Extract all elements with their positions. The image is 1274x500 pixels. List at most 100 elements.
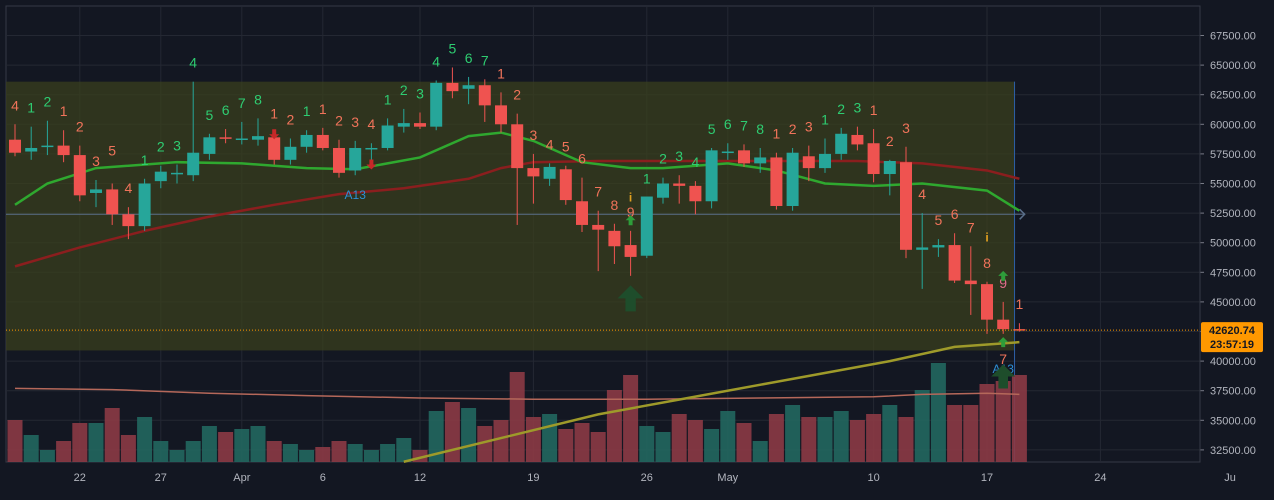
- candle: [592, 210, 605, 272]
- price-tick-label: 35000.00: [1210, 415, 1256, 427]
- candle-body: [235, 138, 248, 141]
- candle-body: [851, 134, 864, 145]
- volume-bar: [218, 432, 234, 462]
- candle: [73, 145, 86, 202]
- candle: [90, 179, 102, 208]
- volume-bar: [104, 408, 120, 462]
- candle: [835, 127, 848, 160]
- volume-bar: [380, 444, 396, 462]
- sequence-number: 9: [627, 204, 635, 220]
- candle: [640, 196, 653, 259]
- candle-body: [657, 183, 669, 198]
- sequence-number: 1: [1016, 296, 1024, 312]
- candle: [770, 152, 783, 210]
- candle-body: [300, 134, 313, 147]
- sequence-number: 1: [821, 112, 829, 128]
- volume-bar: [234, 429, 250, 462]
- candle-body: [802, 156, 815, 169]
- candle: [721, 143, 734, 160]
- candle-body: [122, 214, 135, 227]
- candle: [235, 121, 248, 145]
- volume-bar: [493, 420, 509, 462]
- sequence-number: 7: [238, 95, 246, 111]
- volume-bar: [866, 414, 882, 462]
- volume-bar: [849, 420, 865, 462]
- price-tick-label: 40000.00: [1210, 356, 1256, 368]
- date-tick-label: 6: [320, 472, 326, 484]
- candle: [964, 246, 977, 315]
- sequence-number: 5: [708, 121, 716, 137]
- candle: [365, 143, 378, 160]
- candle: [624, 230, 637, 276]
- candle: [689, 181, 702, 215]
- volume-bar: [817, 417, 833, 462]
- volume-bar: [671, 414, 687, 462]
- buy-arrow-icon: [625, 215, 636, 226]
- volume-bar: [995, 381, 1011, 462]
- sequence-number: 1: [141, 152, 149, 168]
- price-tick-label: 50000.00: [1210, 238, 1256, 250]
- candle: [333, 139, 345, 178]
- volume-bar: [282, 444, 298, 462]
- volume-bar: [299, 450, 315, 462]
- candle: [705, 147, 718, 209]
- sequence-number: 3: [173, 138, 181, 154]
- sequence-number: 7: [740, 117, 748, 133]
- sequence-number: 1: [27, 100, 35, 116]
- candle: [851, 126, 864, 151]
- sequence-number: 4: [546, 136, 554, 152]
- candle: [171, 164, 183, 184]
- volume-bar: [655, 432, 671, 462]
- candle-body: [786, 152, 799, 206]
- date-tick-label: 12: [414, 472, 426, 484]
- range-box-layer: [6, 81, 1026, 462]
- candle-body: [90, 189, 102, 193]
- sequence-number: 3: [416, 85, 424, 101]
- volume-bar: [56, 441, 72, 462]
- volume-bar: [39, 450, 55, 462]
- candle-body: [430, 82, 443, 127]
- candle: [883, 159, 896, 196]
- candle-body: [932, 245, 945, 248]
- candle: [316, 127, 329, 151]
- candle-body: [754, 157, 767, 164]
- candle: [414, 112, 426, 130]
- sequence-number: 1: [303, 103, 311, 119]
- candle-body: [138, 183, 151, 227]
- a13-label: A13: [345, 188, 367, 202]
- volume-bar: [914, 390, 930, 462]
- info-icon: i: [629, 190, 632, 204]
- candle-body: [689, 185, 702, 202]
- volume-bar: [363, 450, 379, 462]
- candle-body: [640, 196, 653, 256]
- candle-body: [495, 105, 507, 125]
- date-tick-label: 27: [155, 472, 167, 484]
- candle: [738, 144, 750, 167]
- sell-arrow-icon: [269, 129, 280, 140]
- candle: [608, 223, 621, 265]
- candle: [203, 133, 216, 160]
- volume-bar: [558, 429, 574, 462]
- candle-body: [527, 168, 540, 177]
- sequence-number: 8: [756, 121, 764, 137]
- price-tick-label: 32500.00: [1210, 445, 1256, 457]
- sequence-number: 3: [530, 127, 538, 143]
- candle: [495, 92, 507, 133]
- date-tick-label: 17: [981, 472, 993, 484]
- candle-body: [41, 145, 54, 148]
- candle-body: [673, 183, 686, 186]
- sequence-number: 3: [854, 100, 862, 116]
- price-tick-label: 67500.00: [1210, 31, 1256, 43]
- candle-body: [25, 147, 38, 152]
- candle-body: [819, 153, 831, 169]
- sequence-number: 2: [287, 112, 295, 128]
- sequence-number: 1: [643, 171, 651, 187]
- volume-ma-line: [14, 387, 1020, 400]
- candle-body: [268, 137, 281, 160]
- sequence-number: 7: [967, 219, 975, 235]
- candle: [349, 140, 362, 176]
- candle-body: [381, 125, 394, 148]
- volume-bar: [736, 423, 752, 462]
